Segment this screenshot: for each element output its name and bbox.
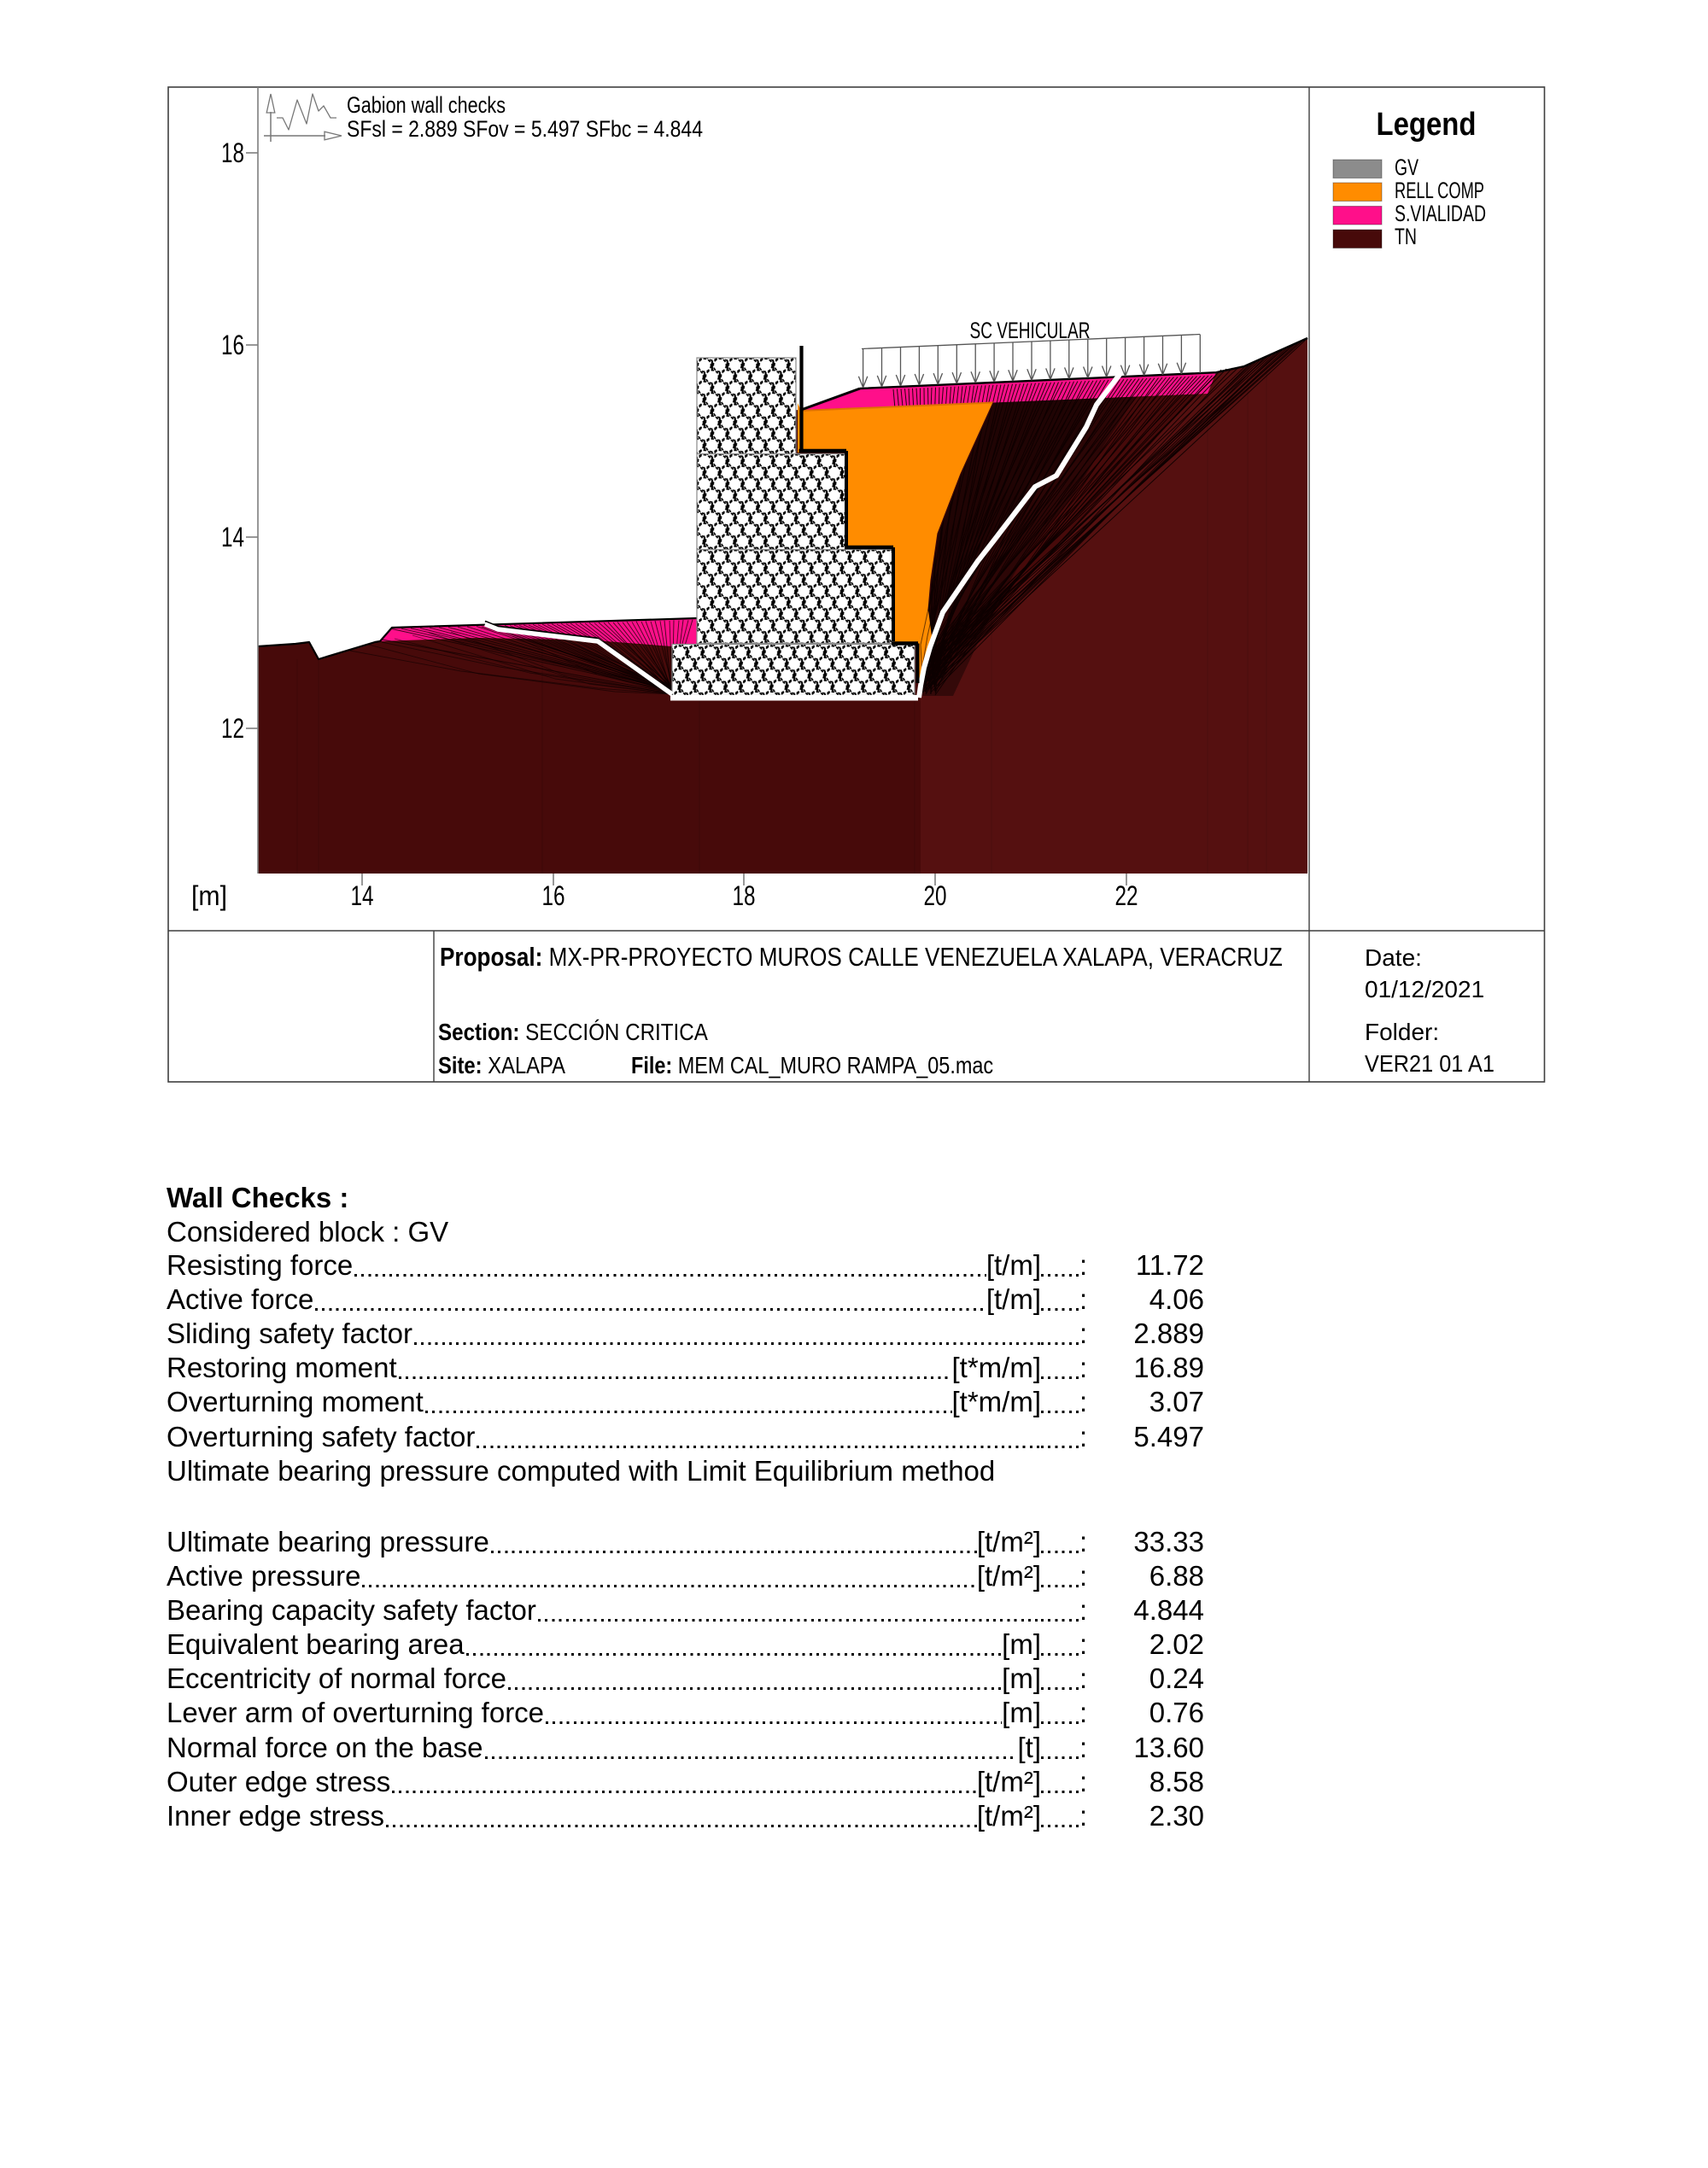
svg-text:12: 12 (221, 713, 244, 744)
svg-text:16: 16 (221, 330, 244, 360)
svg-text:18: 18 (221, 137, 244, 168)
svg-text:14: 14 (221, 522, 244, 552)
svg-text:20: 20 (924, 880, 947, 911)
svg-text:S.VIALIDAD: S.VIALIDAD (1395, 201, 1486, 226)
svg-text:TN: TN (1395, 224, 1417, 249)
svg-text:Gabion wall checks: Gabion wall checks (347, 92, 506, 118)
svg-text:[m]: [m] (191, 880, 227, 911)
svg-text:RELL COMP: RELL COMP (1395, 178, 1484, 203)
svg-text:GV: GV (1395, 155, 1418, 180)
svg-text:18: 18 (733, 880, 756, 911)
svg-text:14: 14 (351, 880, 374, 911)
svg-text:Legend: Legend (1377, 107, 1477, 143)
svg-text:22: 22 (1115, 880, 1138, 911)
svg-text:SC VEHICULAR: SC VEHICULAR (970, 318, 1091, 343)
svg-text:16: 16 (542, 880, 565, 911)
svg-text:SFsl = 2.889 SFov = 5.497 SFbc: SFsl = 2.889 SFov = 5.497 SFbc = 4.844 (347, 116, 703, 142)
